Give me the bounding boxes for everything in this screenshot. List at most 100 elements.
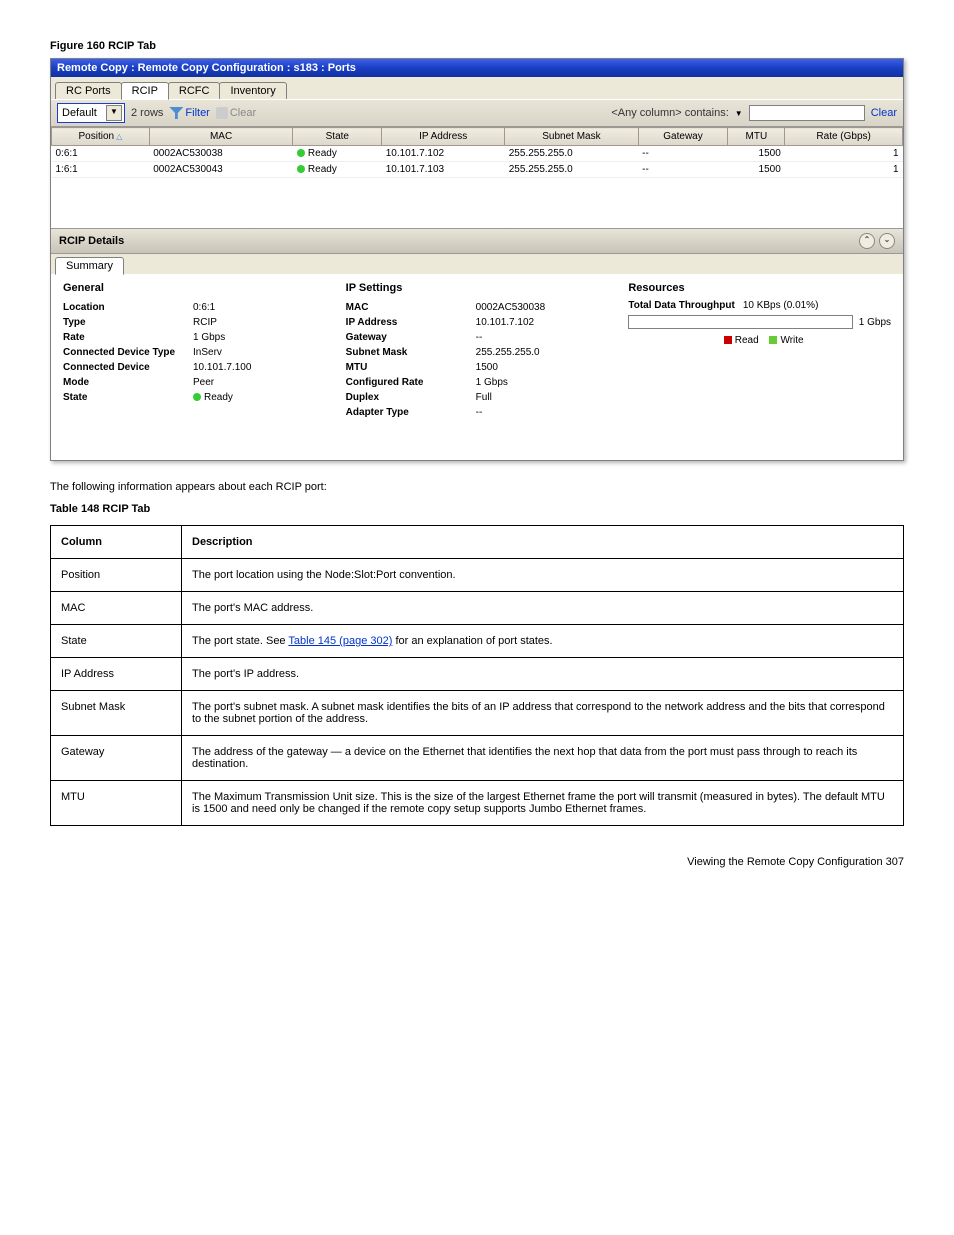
kv-row: IP Address10.101.7.102 bbox=[346, 315, 609, 330]
contains-dropdown-arrow-icon[interactable]: ▼ bbox=[735, 109, 743, 118]
table-cell: 10.101.7.103 bbox=[382, 162, 505, 178]
throughput-bar bbox=[628, 315, 852, 329]
tab-rcip[interactable]: RCIP bbox=[121, 82, 169, 100]
kv-value: RCIP bbox=[193, 315, 326, 330]
kv-row: DuplexFull bbox=[346, 390, 609, 405]
clear-filter-button[interactable]: Clear bbox=[216, 107, 256, 119]
col-general: General Location0:6:1TypeRCIPRate1 GbpsC… bbox=[63, 282, 326, 420]
filter-button[interactable]: Filter bbox=[169, 107, 209, 119]
table-cell: Ready bbox=[293, 146, 382, 162]
kv-row: Connected Device10.101.7.100 bbox=[63, 360, 326, 375]
dropdown-arrow-icon: ▼ bbox=[106, 105, 122, 121]
main-tabs: RC PortsRCIPRCFCInventory bbox=[51, 77, 903, 99]
details-header: RCIP Details ⌃ ⌄ bbox=[51, 228, 903, 254]
col-header[interactable]: IP Address bbox=[382, 128, 505, 146]
kv-row: StateReady bbox=[63, 390, 326, 405]
details-subtabs: Summary bbox=[51, 254, 903, 274]
table-cell: 1:6:1 bbox=[52, 162, 150, 178]
doc-link[interactable]: Table 145 (page 302) bbox=[288, 635, 392, 647]
doc-row: IP AddressThe port's IP address. bbox=[51, 658, 904, 691]
col-header[interactable]: Subnet Mask bbox=[505, 128, 638, 146]
kv-row: ModePeer bbox=[63, 375, 326, 390]
kv-row: MTU1500 bbox=[346, 360, 609, 375]
doc-cell: Subnet Mask bbox=[51, 691, 182, 736]
page-footer: Viewing the Remote Copy Configuration 30… bbox=[50, 856, 904, 868]
kv-value: 1500 bbox=[476, 360, 609, 375]
kv-key: Subnet Mask bbox=[346, 345, 476, 360]
resources-heading: Resources bbox=[628, 282, 891, 294]
search-input[interactable] bbox=[749, 105, 865, 121]
table-cell: -- bbox=[638, 146, 728, 162]
kv-key: Type bbox=[63, 315, 193, 330]
doc-cell: Gateway bbox=[51, 736, 182, 781]
kv-key: State bbox=[63, 390, 193, 405]
kv-value: 255.255.255.0 bbox=[476, 345, 609, 360]
col-header[interactable]: MTU bbox=[728, 128, 785, 146]
table-cell: 0002AC530043 bbox=[149, 162, 293, 178]
doc-cell: The port state. See Table 145 (page 302)… bbox=[182, 625, 904, 658]
kv-row: TypeRCIP bbox=[63, 315, 326, 330]
view-dropdown[interactable]: Default ▼ bbox=[57, 103, 125, 123]
kv-row: Connected Device TypeInServ bbox=[63, 345, 326, 360]
kv-key: MAC bbox=[346, 300, 476, 315]
filter-icon bbox=[169, 107, 183, 119]
doc-row: Subnet MaskThe port's subnet mask. A sub… bbox=[51, 691, 904, 736]
tab-summary[interactable]: Summary bbox=[55, 257, 124, 275]
kv-value: 10.101.7.100 bbox=[193, 360, 326, 375]
doc-cell: MTU bbox=[51, 781, 182, 826]
clear-search-link[interactable]: Clear bbox=[871, 107, 897, 119]
ip-settings-heading: IP Settings bbox=[346, 282, 609, 294]
sort-asc-icon: △ bbox=[116, 132, 122, 141]
figure-label: Figure 160 RCIP Tab bbox=[50, 40, 904, 52]
col-header[interactable]: Rate (Gbps) bbox=[785, 128, 903, 146]
window-titlebar: Remote Copy : Remote Copy Configuration … bbox=[51, 59, 903, 77]
throughput-legend: Read Write bbox=[628, 335, 891, 346]
table-row[interactable]: 0:6:10002AC530038Ready10.101.7.102255.25… bbox=[52, 146, 903, 162]
kv-row: Location0:6:1 bbox=[63, 300, 326, 315]
kv-key: Location bbox=[63, 300, 193, 315]
col-header[interactable]: Position△ bbox=[52, 128, 150, 146]
doc-row: StateThe port state. See Table 145 (page… bbox=[51, 625, 904, 658]
kv-key: IP Address bbox=[346, 315, 476, 330]
kv-value: 0:6:1 bbox=[193, 300, 326, 315]
read-color-icon bbox=[724, 336, 732, 344]
doc-cell: The port's MAC address. bbox=[182, 592, 904, 625]
throughput-label: Total Data Throughput bbox=[628, 300, 734, 311]
doc-cell: The port's subnet mask. A subnet mask id… bbox=[182, 691, 904, 736]
doc-row: MACThe port's MAC address. bbox=[51, 592, 904, 625]
col-header[interactable]: Gateway bbox=[638, 128, 728, 146]
kv-value: -- bbox=[476, 330, 609, 345]
col-resources: Resources Total Data Throughput 10 KBps … bbox=[628, 282, 891, 420]
kv-key: Connected Device bbox=[63, 360, 193, 375]
doc-table-title: Table 148 RCIP Tab bbox=[50, 503, 904, 515]
doc-cell: IP Address bbox=[51, 658, 182, 691]
kv-value: 0002AC530038 bbox=[476, 300, 609, 315]
kv-key: Mode bbox=[63, 375, 193, 390]
write-color-icon bbox=[769, 336, 777, 344]
collapse-down-icon[interactable]: ⌄ bbox=[879, 233, 895, 249]
tab-rc-ports[interactable]: RC Ports bbox=[55, 82, 122, 99]
table-row[interactable]: 1:6:10002AC530043Ready10.101.7.103255.25… bbox=[52, 162, 903, 178]
table-cell: 255.255.255.0 bbox=[505, 146, 638, 162]
col-header[interactable]: MAC bbox=[149, 128, 293, 146]
rows-count-label: 2 rows bbox=[131, 107, 163, 119]
table-cell: 1500 bbox=[728, 162, 785, 178]
tab-rcfc[interactable]: RCFC bbox=[168, 82, 221, 99]
collapse-up-icon[interactable]: ⌃ bbox=[859, 233, 875, 249]
kv-row: Configured Rate1 Gbps bbox=[346, 375, 609, 390]
table-cell: Ready bbox=[293, 162, 382, 178]
table-cell: 10.101.7.102 bbox=[382, 146, 505, 162]
kv-key: Rate bbox=[63, 330, 193, 345]
contains-label: <Any column> contains: bbox=[611, 107, 728, 119]
doc-cell: The port location using the Node:Slot:Po… bbox=[182, 559, 904, 592]
col-header[interactable]: State bbox=[293, 128, 382, 146]
table-cell: 1 bbox=[785, 162, 903, 178]
doc-intro: The following information appears about … bbox=[50, 481, 904, 493]
grid-toolbar: Default ▼ 2 rows Filter Clear <Any colum… bbox=[51, 99, 903, 127]
tab-inventory[interactable]: Inventory bbox=[219, 82, 286, 99]
kv-row: Gateway-- bbox=[346, 330, 609, 345]
kv-key: Connected Device Type bbox=[63, 345, 193, 360]
doc-cell: The address of the gateway — a device on… bbox=[182, 736, 904, 781]
kv-key: Duplex bbox=[346, 390, 476, 405]
table-cell: 1 bbox=[785, 146, 903, 162]
